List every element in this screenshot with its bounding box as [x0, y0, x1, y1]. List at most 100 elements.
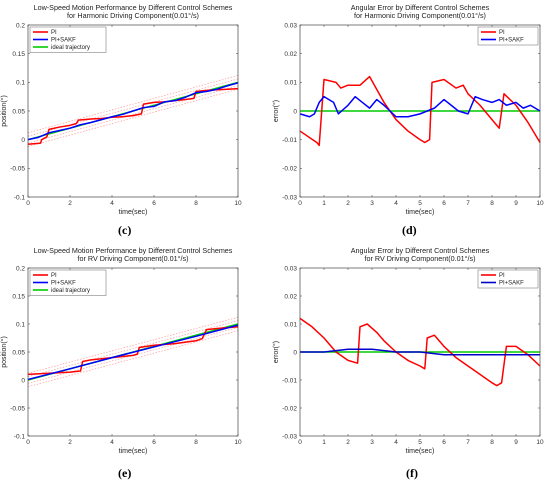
y-tick-label: 0.15: [12, 293, 25, 300]
series-line-pi-sakf: [299, 95, 541, 118]
x-tick-label: 10: [234, 439, 242, 446]
x-tick-label: 3: [370, 439, 374, 446]
chart-title-line: for RV Driving Component(0.01°/s): [365, 254, 476, 263]
legend: PI PI+SAKF: [477, 269, 539, 289]
y-tick-label: 0.2: [16, 22, 25, 29]
legend-label: PI+SAKF: [51, 281, 76, 287]
x-tick-label: 10: [536, 439, 544, 446]
x-tick-label: 2: [346, 200, 350, 207]
x-tick-label: 10: [536, 200, 544, 207]
y-tick-label: 0: [21, 377, 25, 384]
x-axis-label: time(sec): [406, 209, 435, 216]
legend-label: ideal trajectory: [51, 288, 90, 294]
x-tick-label: 1: [322, 439, 326, 446]
x-tick-label: 8: [490, 439, 494, 446]
panel-label-f: (f): [406, 466, 418, 480]
tolerance-band-lower: [27, 330, 239, 388]
x-tick-label: 6: [442, 200, 446, 207]
plot-frame: [299, 267, 541, 437]
x-tick-label: 8: [194, 200, 198, 207]
x-tick-label: 6: [152, 439, 156, 446]
y-axis-label: error(°): [272, 100, 280, 122]
x-tick-label: 2: [346, 439, 350, 446]
x-tick-label: 3: [370, 200, 374, 207]
x-tick-label: 2: [68, 439, 72, 446]
y-tick-label: 0.03: [284, 22, 297, 29]
tolerance-band-upper: [27, 75, 239, 134]
chart-title-line: for Harmonic Driving Component(0.01°/s): [354, 11, 486, 20]
y-tick-label: -0.02: [282, 166, 297, 173]
y-tick-label: 0.1: [16, 80, 25, 87]
chart-title-line: Angular Error by Different Control Schem…: [351, 246, 490, 255]
tolerance-band-upper: [27, 320, 239, 377]
y-tick-label: -0.05: [10, 166, 25, 173]
series-line-pi: [27, 326, 239, 376]
series-line-pi-sakf: [27, 82, 239, 141]
x-tick-label: 9: [514, 200, 518, 207]
chart-title-line: for Harmonic Driving Component(0.01°/s): [67, 11, 199, 20]
legend-label: PI: [499, 273, 505, 279]
x-tick-label: 10: [234, 200, 242, 207]
x-tick-label: 8: [194, 439, 198, 446]
tolerance-band-lower: [27, 85, 239, 144]
y-tick-label: -0.03: [282, 194, 297, 201]
chart-f: Angular Error by Different Control Schem…: [272, 246, 544, 455]
y-tick-label: 0.2: [16, 265, 25, 272]
panel-label-c: (c): [118, 223, 132, 237]
plot-frame: [27, 24, 239, 198]
y-tick-label: -0.1: [14, 433, 26, 440]
y-axis-label: position(°): [0, 336, 8, 368]
y-tick-label: 0: [293, 108, 297, 115]
y-tick-label: -0.01: [282, 377, 297, 384]
y-tick-label: 0.03: [284, 265, 297, 272]
y-tick-label: 0.02: [284, 51, 297, 58]
x-tick-label: 0: [26, 439, 30, 446]
tolerance-band-upper: [27, 316, 239, 374]
x-tick-label: 8: [490, 200, 494, 207]
x-tick-label: 6: [442, 439, 446, 446]
panel-label-d: (d): [402, 223, 417, 237]
x-tick-label: 5: [418, 439, 422, 446]
y-tick-label: -0.03: [282, 433, 297, 440]
x-tick-label: 9: [514, 439, 518, 446]
y-tick-label: 0.01: [284, 80, 297, 87]
y-tick-label: 0.05: [12, 108, 25, 115]
plot-frame: [299, 24, 541, 198]
panel-label-e: (e): [118, 466, 132, 480]
legend-label: PI+SAKF: [499, 38, 524, 44]
series-line-pi-sakf: [300, 348, 540, 356]
tolerance-band-lower: [27, 88, 239, 147]
chart-title-line: Low-Speed Motion Performance by Differen…: [34, 246, 233, 255]
chart-d: Angular Error by Different Control Schem…: [272, 3, 544, 216]
y-tick-label: 0.05: [12, 349, 25, 356]
x-tick-label: 1: [322, 200, 326, 207]
x-axis-label: time(sec): [119, 448, 148, 455]
x-tick-label: 5: [418, 200, 422, 207]
x-tick-label: 4: [110, 439, 114, 446]
y-tick-label: 0: [293, 349, 297, 356]
x-tick-label: 7: [466, 200, 470, 207]
chart-title-line: for RV Driving Component(0.01°/s): [78, 254, 189, 263]
legend-label: ideal trajectory: [51, 45, 90, 51]
legend-label: PI+SAKF: [51, 38, 76, 44]
y-tick-label: 0.02: [284, 293, 297, 300]
y-axis-label: error(°): [272, 341, 280, 363]
plot-frame: [27, 267, 239, 437]
legend-label: PI: [51, 30, 57, 36]
legend-label: PI: [51, 273, 57, 279]
legend-label: PI+SAKF: [499, 281, 524, 287]
x-axis-label: time(sec): [119, 209, 148, 216]
y-tick-label: 0.01: [284, 321, 297, 328]
legend: PI PI+SAKF: [477, 26, 539, 46]
y-tick-label: -0.05: [10, 405, 25, 412]
y-tick-label: -0.1: [14, 194, 26, 201]
x-axis-label: time(sec): [406, 448, 435, 455]
x-tick-label: 0: [298, 439, 302, 446]
series-line-pi: [299, 317, 541, 387]
x-tick-label: 0: [26, 200, 30, 207]
y-tick-label: 0: [21, 137, 25, 144]
x-tick-label: 4: [394, 200, 398, 207]
